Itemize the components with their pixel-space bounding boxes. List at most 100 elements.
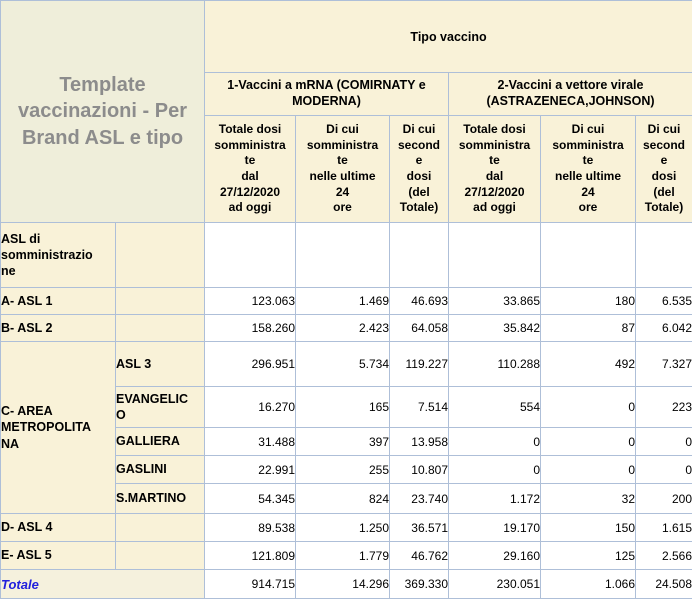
row-label-asl-di-somministrazione: ASL di somministrazio ne [0,222,116,288]
table-cell: 0 [540,386,636,428]
table-cell-empty [389,222,449,288]
table-row-area-metropolitana-smartino: S.MARTINO 54.345 824 23.740 1.172 32 200 [1,483,692,514]
table-cell: 0 [540,455,636,484]
table-cell: 23.740 [389,483,449,514]
table-cell: 35.842 [448,314,541,342]
table-cell: 1.172 [448,483,541,514]
table-cell: 110.288 [448,341,541,387]
table-cell-total: 14.296 [295,569,390,599]
table-cell: 7.327 [634,341,692,387]
col-header-vettore-seconde-dosi: Di cui second e dosi (del Totale) [634,115,692,223]
row-sublabel-empty [115,287,205,315]
header-row-vaccine-groups: 1-Vaccini a mRNA (COMIRNATY e MODERNA) 2… [1,72,692,116]
table-cell: 36.571 [389,513,449,542]
table-cell-total: 24.508 [634,569,692,599]
table-row-section-header: ASL di somministrazio ne [0,222,692,288]
table-cell: 121.809 [204,541,296,570]
table-row-area-metropolitana-galliera: GALLIERA 31.488 397 13.958 0 0 0 [1,427,692,456]
table-cell: 64.058 [389,314,449,342]
table-row-area-metropolitana-evangelico: EVANGELIC O 16.270 165 7.514 554 0 223 [1,386,692,428]
table-row-totale: Totale 914.715 14.296 369.330 230.051 1.… [0,569,692,599]
table-cell: 33.865 [448,287,541,315]
table-row-asl2: B- ASL 2 158.260 2.423 64.058 35.842 87 … [0,314,692,342]
table-cell: 1.469 [295,287,390,315]
table-cell: 492 [540,341,636,387]
col-header-mrna-ultime-24-ore: Di cui somministra te nelle ultime 24 or… [295,115,390,223]
table-cell: 1.615 [634,513,692,542]
table-cell: 1.250 [295,513,390,542]
row-label-asl5: E- ASL 5 [0,541,116,570]
row-sublabel-evangelico: EVANGELIC O [115,386,205,428]
row-sublabel-empty [115,222,205,288]
col-header-vettore-totale-dosi: Totale dosi somministra te dal 27/12/202… [448,115,541,223]
table-row-asl1: A- ASL 1 123.063 1.469 46.693 33.865 180… [0,287,692,315]
table-cell: 54.345 [204,483,296,514]
table-cell: 87 [540,314,636,342]
table-cell: 223 [634,386,692,428]
row-label-totale: Totale [0,569,205,599]
row-label-asl2: B- ASL 2 [0,314,116,342]
table-row-area-metropolitana-gaslini: GASLINI 22.991 255 10.807 0 0 0 [1,455,692,484]
table-cell: 1.779 [295,541,390,570]
table-cell: 89.538 [204,513,296,542]
table-cell: 150 [540,513,636,542]
row-sublabel-asl3: ASL 3 [115,341,205,387]
table-cell-empty [295,222,390,288]
table-cell: 31.488 [204,427,296,456]
table-cell: 824 [295,483,390,514]
table-cell-total: 230.051 [448,569,541,599]
table-cell: 165 [295,386,390,428]
table-cell: 397 [295,427,390,456]
header-row-metrics: Totale dosi somministra te dal 27/12/202… [1,115,692,223]
tipo-vaccino-header: Tipo vaccino [203,0,692,73]
table-cell: 29.160 [448,541,541,570]
table-cell: 22.991 [204,455,296,484]
table-cell: 0 [634,455,692,484]
table-cell: 255 [295,455,390,484]
table-cell: 6.535 [634,287,692,315]
table-cell: 6.042 [634,314,692,342]
row-label-asl4: D- ASL 4 [0,513,116,542]
table-cell: 13.958 [389,427,449,456]
table-cell: 2.423 [295,314,390,342]
table-cell: 125 [540,541,636,570]
table-cell: 10.807 [389,455,449,484]
table-row-area-metropolitana-asl3: C- AREA METROPOLITA NA ASL 3 296.951 5.7… [0,341,692,514]
header-row-tipo-vaccino: Template vaccinazioni - Per Brand ASL e … [0,0,692,223]
table-cell-empty [448,222,541,288]
table-cell: 46.762 [389,541,449,570]
row-label-asl1: A- ASL 1 [0,287,116,315]
table-cell: 123.063 [204,287,296,315]
row-sublabel-empty [115,513,205,542]
table-cell: 296.951 [204,341,296,387]
table-cell: 0 [448,455,541,484]
col-header-mrna-seconde-dosi: Di cui second e dosi (del Totale) [389,115,449,223]
group-header-mrna: 1-Vaccini a mRNA (COMIRNATY e MODERNA) [204,72,449,116]
table-cell: 19.170 [448,513,541,542]
row-sublabel-smartino: S.MARTINO [115,483,205,514]
row-sublabel-galliera: GALLIERA [115,427,205,456]
page-title: Template vaccinazioni - Per Brand ASL e … [0,0,205,223]
table-row-asl5: E- ASL 5 121.809 1.779 46.762 29.160 125… [0,541,692,570]
table-cell: 2.566 [634,541,692,570]
table-cell-empty [204,222,296,288]
table-cell: 0 [634,427,692,456]
table-cell: 0 [448,427,541,456]
table-cell-total: 369.330 [389,569,449,599]
table-cell-empty [540,222,636,288]
table-cell-empty [634,222,692,288]
group-header-vettore-virale: 2-Vaccini a vettore virale (ASTRAZENECA,… [447,72,692,116]
row-sublabel-gaslini: GASLINI [115,455,205,484]
table-cell: 46.693 [389,287,449,315]
table-cell: 554 [448,386,541,428]
row-sublabel-empty [115,541,205,570]
table-cell: 32 [540,483,636,514]
table-cell: 7.514 [389,386,449,428]
row-label-area-metropolitana: C- AREA METROPOLITA NA [0,341,116,514]
row-sublabel-empty [115,314,205,342]
table-row-asl4: D- ASL 4 89.538 1.250 36.571 19.170 150 … [0,513,692,542]
table-cell-total: 914.715 [204,569,296,599]
table-cell: 119.227 [389,341,449,387]
table-cell: 16.270 [204,386,296,428]
